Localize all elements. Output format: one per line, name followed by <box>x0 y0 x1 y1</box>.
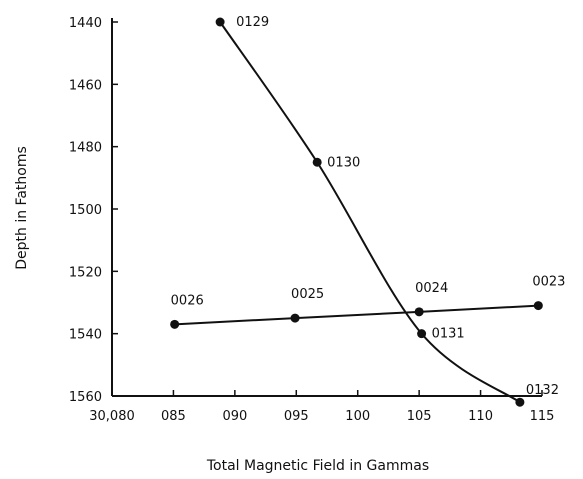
point-label-0130: 0130 <box>327 155 360 170</box>
x-axis-title: Total Magnetic Field in Gammas <box>206 458 429 474</box>
x-tick-label: 090 <box>222 409 247 424</box>
data-point-0025 <box>290 313 300 323</box>
x-tick-label: 110 <box>468 409 493 424</box>
point-label-0132: 0132 <box>526 383 559 398</box>
y-tick-label: 1440 <box>69 16 102 31</box>
data-point-0131 <box>417 329 427 339</box>
point-labels: 0129 0130 0131 0132 0026 0025 0024 0023 <box>171 15 566 398</box>
point-label-0024: 0024 <box>415 281 448 296</box>
y-tick-label: 1560 <box>69 390 102 405</box>
y-tick-label: 1520 <box>69 265 102 280</box>
point-label-0023: 0023 <box>532 275 565 290</box>
point-label-0131: 0131 <box>432 327 465 342</box>
point-label-0129: 0129 <box>236 15 269 30</box>
data-point-0130 <box>312 157 322 167</box>
y-tick-label: 1500 <box>69 203 102 218</box>
data-points <box>170 17 543 407</box>
x-tick-label: 100 <box>345 409 370 424</box>
data-point-0132 <box>515 397 525 407</box>
point-label-0026: 0026 <box>171 293 204 308</box>
data-point-0023 <box>533 301 543 311</box>
x-tick-label: 085 <box>161 409 186 424</box>
level-line <box>174 304 539 326</box>
depth-profile-curve <box>219 21 521 404</box>
series-lines <box>174 21 539 404</box>
y-tick-label: 1480 <box>69 141 102 156</box>
x-tick-label: 30,080 <box>89 409 135 424</box>
data-point-0129 <box>215 17 225 27</box>
axes: 30,080 085 090 095 100 105 110 115 1440 1460 1480 1… <box>69 16 555 424</box>
y-tick-label: 1460 <box>69 78 102 93</box>
data-point-0026 <box>170 319 180 329</box>
y-axis-title: Depth in Fathoms <box>14 146 30 270</box>
x-tick-label: 095 <box>284 409 309 424</box>
data-point-0024 <box>414 307 424 317</box>
point-label-0025: 0025 <box>291 287 324 302</box>
y-tick-label: 1540 <box>69 328 102 343</box>
x-tick-label: 105 <box>407 409 432 424</box>
x-tick-label: 115 <box>530 409 555 424</box>
